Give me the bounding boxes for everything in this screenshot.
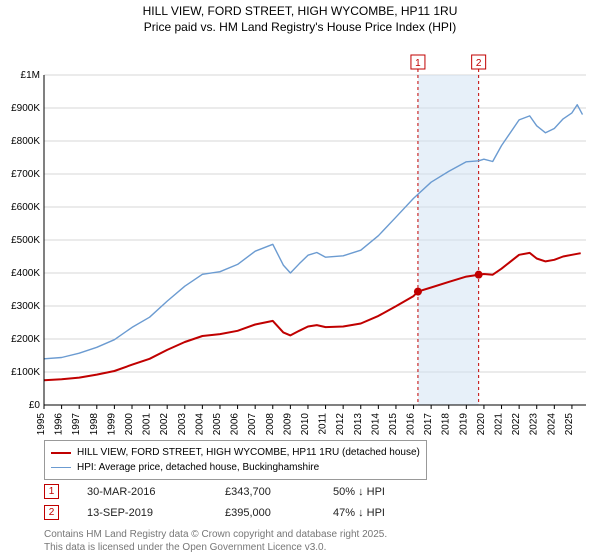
marker-row: 1 30-MAR-2016 £343,700 50% ↓ HPI [44, 484, 385, 499]
svg-text:2: 2 [476, 58, 482, 69]
svg-text:1: 1 [415, 58, 421, 69]
line-chart-svg: £0 £100K £200K £300K £400K £500K £600K £700K £80… [0, 35, 600, 435]
marker-delta: 50% ↓ HPI [333, 486, 385, 498]
footer-line-2: This data is licensed under the Open Gov… [44, 541, 387, 554]
svg-text:2016: 2016 [406, 413, 417, 435]
svg-text:£400K: £400K [11, 268, 40, 279]
svg-text:1995: 1995 [36, 413, 47, 435]
footer-line-1: Contains HM Land Registry data © Crown c… [44, 528, 387, 541]
svg-text:£100K: £100K [11, 367, 40, 378]
svg-text:£0: £0 [29, 400, 41, 411]
svg-text:2024: 2024 [546, 413, 557, 435]
svg-text:£700K: £700K [11, 169, 40, 180]
legend-label: HILL VIEW, FORD STREET, HIGH WYCOMBE, HP… [77, 445, 420, 460]
svg-text:2003: 2003 [177, 413, 188, 435]
svg-text:£200K: £200K [11, 334, 40, 345]
svg-text:2011: 2011 [318, 413, 329, 435]
marker-row: 2 13-SEP-2019 £395,000 47% ↓ HPI [44, 505, 385, 520]
svg-text:1999: 1999 [106, 413, 117, 435]
legend-item: HPI: Average price, detached house, Buck… [51, 460, 420, 475]
legend-item: HILL VIEW, FORD STREET, HIGH WYCOMBE, HP… [51, 445, 420, 460]
svg-text:£300K: £300K [11, 301, 40, 312]
svg-text:£600K: £600K [11, 202, 40, 213]
svg-text:2021: 2021 [494, 413, 505, 435]
svg-text:2004: 2004 [194, 413, 205, 435]
marker-price: £343,700 [225, 486, 305, 498]
svg-text:2008: 2008 [265, 413, 276, 435]
svg-text:2001: 2001 [142, 413, 153, 435]
svg-text:2005: 2005 [212, 413, 223, 435]
marker-delta: 47% ↓ HPI [333, 507, 385, 519]
legend: HILL VIEW, FORD STREET, HIGH WYCOMBE, HP… [44, 440, 427, 480]
svg-text:2020: 2020 [476, 413, 487, 435]
svg-text:2006: 2006 [230, 413, 241, 435]
svg-text:2010: 2010 [300, 413, 311, 435]
svg-text:£900K: £900K [11, 103, 40, 114]
legend-swatch [51, 467, 71, 468]
svg-text:1997: 1997 [71, 413, 82, 435]
svg-text:2007: 2007 [247, 413, 258, 435]
svg-text:2023: 2023 [529, 413, 540, 435]
svg-text:2015: 2015 [388, 413, 399, 435]
marker-date: 30-MAR-2016 [87, 486, 197, 498]
svg-text:2009: 2009 [282, 413, 293, 435]
svg-text:2002: 2002 [159, 413, 170, 435]
chart-area: £0 £100K £200K £300K £400K £500K £600K £700K £80… [0, 35, 600, 435]
svg-text:2022: 2022 [511, 413, 522, 435]
marker-price: £395,000 [225, 507, 305, 519]
marker-date: 13-SEP-2019 [87, 507, 197, 519]
marker-badge: 2 [44, 505, 59, 520]
svg-text:2019: 2019 [458, 413, 469, 435]
svg-text:2017: 2017 [423, 413, 434, 435]
svg-text:1998: 1998 [89, 413, 100, 435]
marker-badge: 1 [44, 484, 59, 499]
title-line-1: HILL VIEW, FORD STREET, HIGH WYCOMBE, HP… [0, 4, 600, 20]
title-line-2: Price paid vs. HM Land Registry's House … [0, 20, 600, 36]
svg-text:2012: 2012 [335, 413, 346, 435]
legend-label: HPI: Average price, detached house, Buck… [77, 460, 319, 475]
svg-text:2018: 2018 [441, 413, 452, 435]
chart-title: HILL VIEW, FORD STREET, HIGH WYCOMBE, HP… [0, 0, 600, 35]
svg-text:£1M: £1M [21, 70, 40, 81]
svg-text:2000: 2000 [124, 413, 135, 435]
legend-swatch [51, 452, 71, 454]
svg-text:£800K: £800K [11, 136, 40, 147]
svg-text:£500K: £500K [11, 235, 40, 246]
svg-text:1996: 1996 [54, 413, 65, 435]
svg-text:2014: 2014 [370, 413, 381, 435]
marker-table: 1 30-MAR-2016 £343,700 50% ↓ HPI 2 13-SEP-201… [44, 484, 385, 526]
svg-text:2013: 2013 [353, 413, 364, 435]
footer-attribution: Contains HM Land Registry data © Crown c… [44, 528, 387, 554]
svg-text:2025: 2025 [564, 413, 575, 435]
